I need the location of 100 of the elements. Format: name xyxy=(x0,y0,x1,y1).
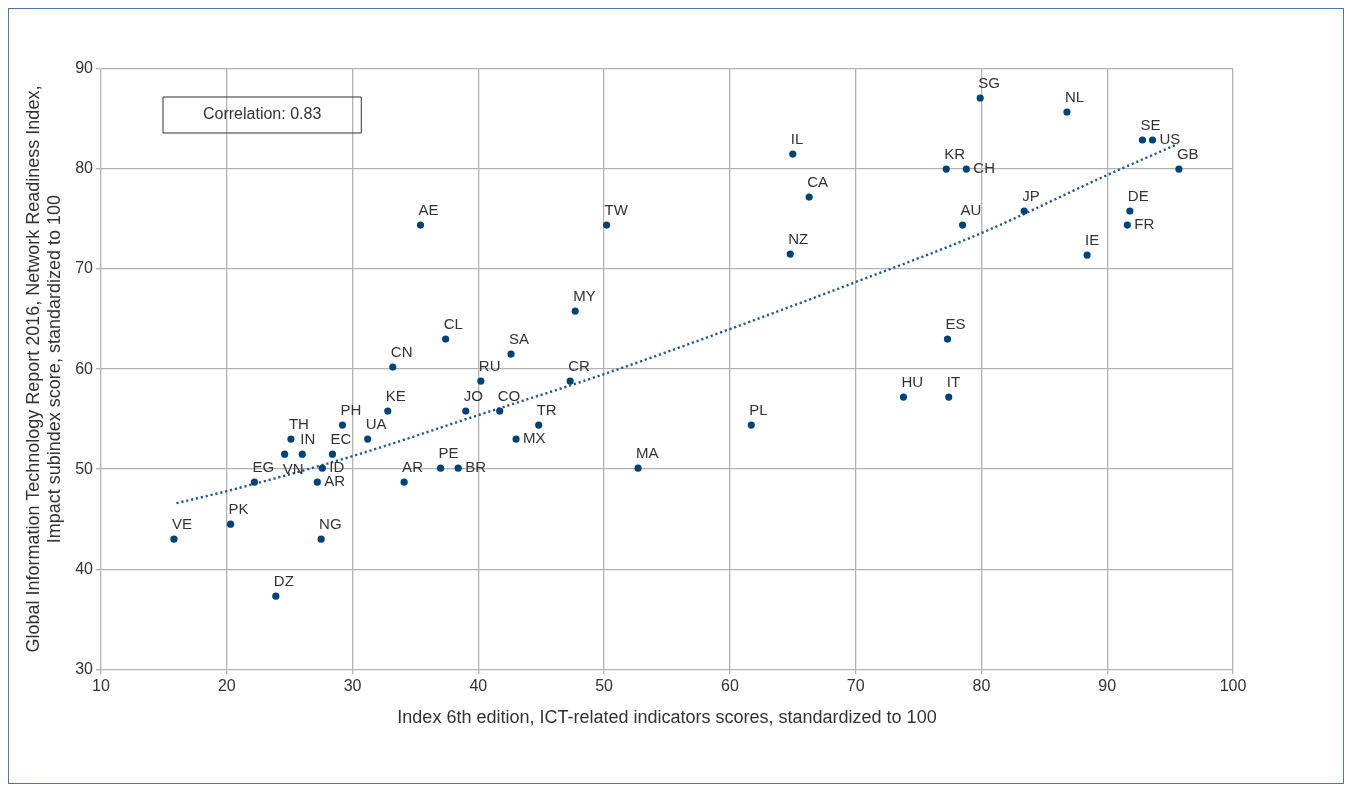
point xyxy=(364,435,372,443)
point xyxy=(1123,221,1131,229)
point xyxy=(298,450,306,458)
annotation: NZ xyxy=(788,229,809,247)
annotation: HU xyxy=(901,372,924,390)
annotation: JP xyxy=(1022,186,1040,204)
point xyxy=(317,535,325,543)
point xyxy=(318,464,326,472)
annotation: SA xyxy=(509,329,530,347)
x-tick-label: 50 xyxy=(595,677,614,695)
annotation: US xyxy=(1159,129,1181,147)
annotation: MY xyxy=(573,286,596,304)
annotation: EG xyxy=(252,457,275,475)
point xyxy=(789,150,797,158)
point xyxy=(1175,165,1183,173)
annotation: Correlation: 0.83 xyxy=(202,105,322,123)
point xyxy=(786,250,794,258)
point xyxy=(226,520,235,528)
x-tick-label: 20 xyxy=(217,677,236,695)
point xyxy=(442,335,450,343)
point xyxy=(281,450,289,458)
annotation: IT xyxy=(946,372,961,390)
annotation: MA xyxy=(636,443,659,461)
y-tick-label: 70 xyxy=(75,259,94,277)
point xyxy=(328,450,337,458)
point xyxy=(512,435,520,443)
point xyxy=(942,165,950,173)
point xyxy=(962,165,970,173)
point xyxy=(272,592,280,600)
annotation: IN xyxy=(300,429,316,447)
annotation: AE xyxy=(418,200,439,218)
point xyxy=(634,464,642,472)
annotation: JO xyxy=(463,386,483,404)
x-tick-label: 70 xyxy=(846,677,865,695)
x-tick-label: 80 xyxy=(972,677,991,695)
point xyxy=(287,435,295,443)
annotation: EC xyxy=(330,429,352,447)
point xyxy=(437,464,445,472)
y-tick-label: 40 xyxy=(75,559,94,577)
y-tick-label: 30 xyxy=(75,659,94,677)
point xyxy=(571,307,579,315)
point xyxy=(416,221,425,229)
annotation: BR xyxy=(465,457,487,475)
point xyxy=(384,407,392,415)
annotation: PL xyxy=(749,400,768,418)
point xyxy=(805,193,813,201)
point xyxy=(1126,207,1134,215)
x-tick-label: 60 xyxy=(720,677,739,695)
annotation: AR xyxy=(402,457,424,475)
annotation: UA xyxy=(365,414,387,432)
annotation: KR xyxy=(944,144,966,162)
annotation: CH xyxy=(973,158,996,176)
annotation: RU xyxy=(478,356,501,374)
point xyxy=(462,407,470,415)
point xyxy=(250,478,259,486)
annotation: NL xyxy=(1064,87,1085,105)
annotation: TH xyxy=(288,414,309,432)
annotation: TR xyxy=(536,400,557,418)
point xyxy=(958,221,967,229)
annotation: CL xyxy=(443,314,463,332)
annotation: CR xyxy=(568,356,590,374)
annotation: VE xyxy=(171,514,192,532)
point xyxy=(1063,108,1071,116)
annotation: CO xyxy=(497,386,521,404)
y-tick-label: 90 xyxy=(75,59,94,77)
annotation: KE xyxy=(385,386,406,404)
annotation: GB xyxy=(1176,144,1199,162)
annotation: IL xyxy=(790,129,804,147)
point xyxy=(507,350,515,358)
point xyxy=(338,421,347,429)
point xyxy=(747,421,755,429)
annotation: TW xyxy=(604,200,629,218)
annotation: SE xyxy=(1140,115,1161,133)
point xyxy=(1020,207,1028,215)
point xyxy=(1148,136,1157,144)
annotation: DZ xyxy=(273,571,294,589)
point xyxy=(1083,251,1091,259)
x-tick-label: 90 xyxy=(1098,677,1117,695)
point xyxy=(566,377,574,385)
point xyxy=(496,407,504,415)
y-tick-label: 60 xyxy=(75,359,94,377)
point xyxy=(976,94,984,102)
annotation: ES xyxy=(945,314,966,332)
point xyxy=(603,221,611,229)
annotation: AU xyxy=(960,200,982,218)
annotation: CN xyxy=(390,342,413,360)
annotation: NG xyxy=(319,514,342,532)
point xyxy=(454,464,462,472)
point xyxy=(170,535,178,543)
annotation: VN xyxy=(282,459,304,477)
point xyxy=(535,421,543,429)
y-tick-label: 50 xyxy=(75,459,94,477)
annotation: DE xyxy=(1127,186,1149,204)
y-tick-label: 80 xyxy=(75,159,94,177)
y-axis-title: Global Information Technology Report 2016, Network Readiness Index, Impact subindex score, standardized to 100 xyxy=(22,85,65,653)
annotation: FR xyxy=(1134,214,1155,232)
annotation: CA xyxy=(807,172,828,190)
point xyxy=(400,478,408,486)
point xyxy=(313,478,321,486)
point xyxy=(477,377,485,385)
